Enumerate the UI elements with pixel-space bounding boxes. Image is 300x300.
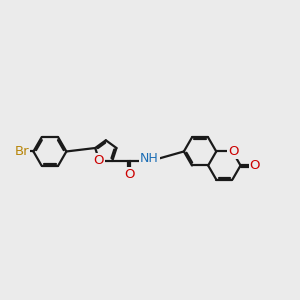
Text: O: O	[228, 145, 238, 158]
Text: O: O	[93, 154, 104, 167]
Text: NH: NH	[140, 152, 159, 165]
Text: O: O	[124, 169, 135, 182]
Text: O: O	[250, 159, 260, 172]
Text: Br: Br	[15, 145, 29, 158]
